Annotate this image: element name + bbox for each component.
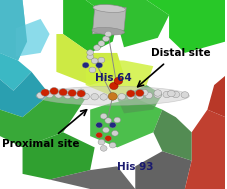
Circle shape bbox=[96, 62, 103, 68]
Circle shape bbox=[64, 92, 72, 99]
Polygon shape bbox=[86, 0, 169, 47]
Polygon shape bbox=[0, 53, 32, 91]
Circle shape bbox=[112, 130, 118, 136]
Circle shape bbox=[89, 67, 96, 73]
Circle shape bbox=[108, 93, 117, 100]
Circle shape bbox=[126, 90, 135, 97]
Circle shape bbox=[100, 113, 107, 119]
Polygon shape bbox=[63, 0, 117, 53]
Circle shape bbox=[73, 93, 81, 99]
Polygon shape bbox=[147, 0, 225, 53]
Circle shape bbox=[109, 142, 116, 148]
Polygon shape bbox=[185, 110, 225, 189]
Circle shape bbox=[87, 54, 94, 60]
Circle shape bbox=[136, 89, 144, 97]
Circle shape bbox=[98, 57, 105, 63]
Circle shape bbox=[100, 94, 108, 100]
Circle shape bbox=[96, 132, 103, 138]
Polygon shape bbox=[56, 34, 124, 85]
Circle shape bbox=[127, 93, 135, 100]
Circle shape bbox=[105, 31, 112, 37]
Circle shape bbox=[163, 91, 171, 98]
Circle shape bbox=[105, 136, 112, 141]
Polygon shape bbox=[90, 98, 162, 147]
Circle shape bbox=[168, 90, 175, 97]
Circle shape bbox=[46, 91, 53, 98]
Polygon shape bbox=[22, 132, 95, 180]
Polygon shape bbox=[0, 0, 27, 60]
Polygon shape bbox=[49, 166, 135, 189]
Polygon shape bbox=[207, 76, 225, 117]
Polygon shape bbox=[86, 53, 153, 98]
Circle shape bbox=[55, 92, 62, 98]
Circle shape bbox=[109, 122, 116, 128]
Circle shape bbox=[96, 122, 103, 128]
Circle shape bbox=[82, 93, 89, 100]
Circle shape bbox=[118, 94, 126, 100]
Circle shape bbox=[103, 127, 109, 133]
Circle shape bbox=[103, 36, 109, 42]
Ellipse shape bbox=[92, 27, 124, 35]
Circle shape bbox=[77, 89, 85, 95]
Circle shape bbox=[37, 92, 44, 99]
Ellipse shape bbox=[36, 86, 189, 105]
Circle shape bbox=[50, 88, 58, 95]
Circle shape bbox=[91, 58, 98, 64]
Circle shape bbox=[181, 92, 189, 98]
Circle shape bbox=[114, 77, 123, 84]
Circle shape bbox=[172, 91, 180, 98]
Circle shape bbox=[91, 94, 99, 100]
Polygon shape bbox=[135, 151, 192, 189]
Circle shape bbox=[154, 92, 162, 98]
Polygon shape bbox=[0, 0, 27, 60]
Polygon shape bbox=[117, 85, 162, 113]
Circle shape bbox=[110, 82, 118, 90]
Circle shape bbox=[109, 94, 116, 100]
Circle shape bbox=[59, 89, 67, 96]
Circle shape bbox=[68, 89, 76, 97]
Polygon shape bbox=[153, 110, 192, 161]
Polygon shape bbox=[16, 19, 49, 57]
Circle shape bbox=[100, 146, 107, 151]
Polygon shape bbox=[92, 8, 126, 34]
Circle shape bbox=[98, 139, 105, 145]
Circle shape bbox=[105, 118, 112, 123]
Circle shape bbox=[82, 62, 89, 68]
Circle shape bbox=[77, 90, 85, 97]
Circle shape bbox=[64, 89, 72, 96]
Circle shape bbox=[136, 93, 144, 99]
Circle shape bbox=[98, 41, 105, 46]
Circle shape bbox=[114, 117, 121, 123]
Text: His 64: His 64 bbox=[95, 74, 131, 83]
Circle shape bbox=[87, 50, 94, 55]
Circle shape bbox=[141, 89, 148, 96]
Text: Distal site: Distal site bbox=[151, 48, 211, 58]
Ellipse shape bbox=[93, 5, 126, 12]
Text: Proximal site: Proximal site bbox=[2, 139, 80, 149]
Circle shape bbox=[154, 90, 162, 96]
Circle shape bbox=[145, 92, 153, 99]
Text: His 93: His 93 bbox=[117, 162, 154, 172]
Circle shape bbox=[41, 89, 49, 96]
Polygon shape bbox=[0, 94, 86, 147]
Circle shape bbox=[94, 45, 100, 50]
Polygon shape bbox=[0, 72, 49, 117]
